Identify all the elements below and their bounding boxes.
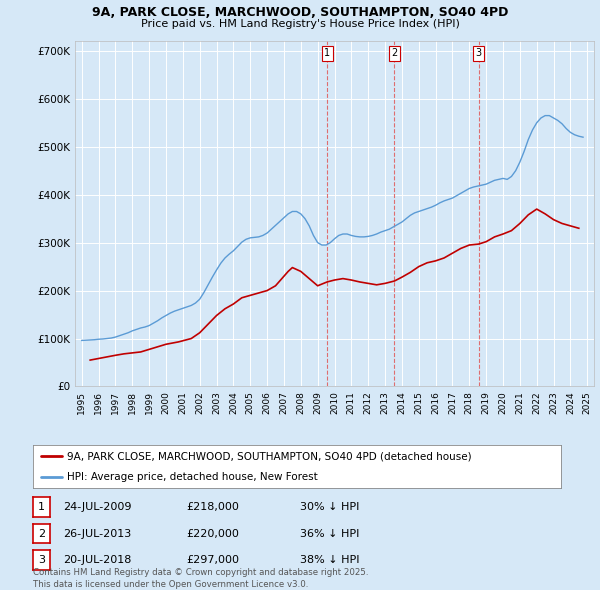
Text: 3: 3: [476, 48, 482, 58]
Text: 2: 2: [38, 529, 45, 539]
Text: 9A, PARK CLOSE, MARCHWOOD, SOUTHAMPTON, SO40 4PD (detached house): 9A, PARK CLOSE, MARCHWOOD, SOUTHAMPTON, …: [67, 451, 472, 461]
Text: HPI: Average price, detached house, New Forest: HPI: Average price, detached house, New …: [67, 473, 318, 482]
Text: 30% ↓ HPI: 30% ↓ HPI: [300, 502, 359, 512]
Text: 1: 1: [324, 48, 330, 58]
Text: 1: 1: [38, 502, 45, 512]
Text: 2: 2: [391, 48, 398, 58]
Text: £220,000: £220,000: [186, 529, 239, 539]
Text: £297,000: £297,000: [186, 555, 239, 565]
Text: £218,000: £218,000: [186, 502, 239, 512]
Text: 9A, PARK CLOSE, MARCHWOOD, SOUTHAMPTON, SO40 4PD: 9A, PARK CLOSE, MARCHWOOD, SOUTHAMPTON, …: [92, 6, 508, 19]
Text: Price paid vs. HM Land Registry's House Price Index (HPI): Price paid vs. HM Land Registry's House …: [140, 19, 460, 29]
Text: 20-JUL-2018: 20-JUL-2018: [63, 555, 131, 565]
Text: Contains HM Land Registry data © Crown copyright and database right 2025.
This d: Contains HM Land Registry data © Crown c…: [33, 568, 368, 589]
Text: 24-JUL-2009: 24-JUL-2009: [63, 502, 131, 512]
Text: 26-JUL-2013: 26-JUL-2013: [63, 529, 131, 539]
Text: 36% ↓ HPI: 36% ↓ HPI: [300, 529, 359, 539]
Text: 3: 3: [38, 555, 45, 565]
Text: 38% ↓ HPI: 38% ↓ HPI: [300, 555, 359, 565]
